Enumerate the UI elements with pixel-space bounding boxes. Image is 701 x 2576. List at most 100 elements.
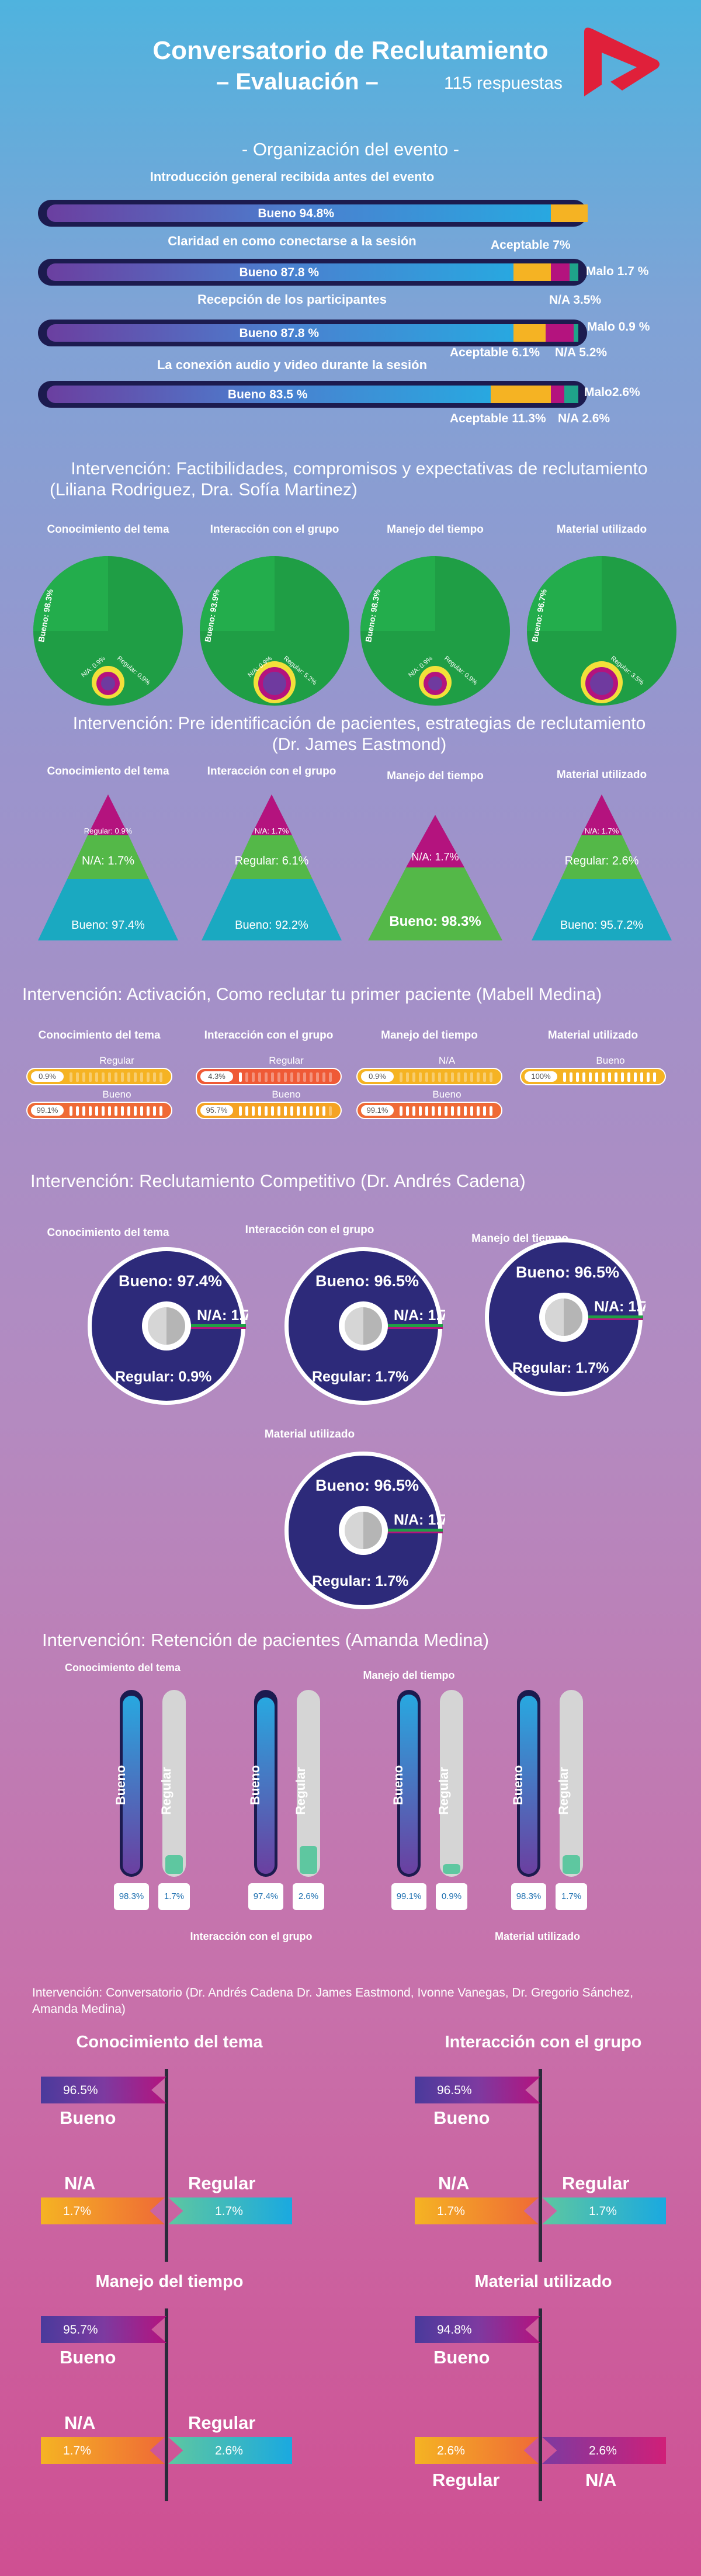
int3-pill-tick bbox=[271, 1072, 274, 1082]
int2-speakers: (Dr. James Eastmond) bbox=[272, 735, 447, 754]
disc-regular-line bbox=[190, 1327, 246, 1329]
pyramid-mid-label: Regular: 6.1% bbox=[235, 855, 309, 867]
int3-pill-tick bbox=[89, 1106, 92, 1116]
int5-bueno-fill bbox=[123, 1696, 140, 1874]
int3-pill-value: 0.9% bbox=[361, 1071, 394, 1082]
int5-regular-fill bbox=[300, 1845, 317, 1874]
int6-pole bbox=[539, 2308, 542, 2501]
org-bar-segment bbox=[513, 324, 546, 342]
pyramid-bottom-label: Bueno: 98.3% bbox=[389, 914, 481, 929]
int6-bueno-value: 96.5% bbox=[437, 2084, 472, 2097]
int5-chart-label: Manejo del tiempo bbox=[363, 1669, 455, 1681]
int5-bueno-cat: Bueno bbox=[511, 1765, 525, 1806]
int3-pill-tick bbox=[153, 1106, 156, 1116]
int2-chart-label: Material utilizado bbox=[556, 769, 647, 781]
int5-regular-fill bbox=[165, 1855, 183, 1874]
disc-na-label: N/A: 1.7% bbox=[394, 1307, 445, 1324]
int3-pill-tick bbox=[464, 1106, 467, 1116]
int3-pill-tick bbox=[114, 1072, 117, 1082]
int3-pill-tick bbox=[470, 1072, 473, 1082]
pyramid-bottom-label: Bueno: 97.4% bbox=[71, 919, 145, 932]
int1-pie: Bueno: 98.3%N/A: 0.9% Regular: 0.9% bbox=[360, 556, 510, 706]
int1-speakers: (Liliana Rodriguez, Dra. Sofía Martinez) bbox=[50, 480, 358, 499]
int5-bueno-fill bbox=[520, 1696, 537, 1874]
int3-pill-tick bbox=[265, 1072, 268, 1082]
int4-chart-label: Interacción con el grupo bbox=[245, 1224, 374, 1236]
pie-center bbox=[101, 676, 115, 690]
disc-regular-label: Regular: 1.7% bbox=[512, 1360, 609, 1376]
org-bar-segment bbox=[564, 386, 578, 403]
int6-bueno-value: 94.8% bbox=[437, 2323, 472, 2337]
int3-pill-tick bbox=[297, 1106, 300, 1116]
int5-bueno-tube bbox=[120, 1690, 143, 1877]
disc-regular-line bbox=[387, 1532, 443, 1533]
org-side-label: Aceptable 11.3% bbox=[450, 412, 546, 425]
pie-shade bbox=[360, 556, 435, 631]
int3-pill-tick bbox=[108, 1106, 111, 1116]
int3-pill-tick bbox=[245, 1072, 248, 1082]
int3-pill-tick bbox=[595, 1072, 598, 1082]
int3-pill-tick bbox=[271, 1106, 274, 1116]
pie-center bbox=[263, 672, 286, 695]
int3-pill-tick bbox=[290, 1106, 293, 1116]
int3-pill-tick bbox=[477, 1072, 480, 1082]
int5-regular-cat: Regular bbox=[293, 1767, 308, 1815]
int3-pill-tick bbox=[310, 1072, 313, 1082]
org-bar-segment bbox=[550, 263, 570, 281]
int6-na-value: 2.6% bbox=[589, 2444, 617, 2457]
int3-title: Intervención: Activación, Como reclutar … bbox=[22, 985, 602, 1004]
int3-pill-tick bbox=[297, 1072, 300, 1082]
int5-bueno-value: 97.4% bbox=[248, 1883, 283, 1910]
int3-pill-tick bbox=[451, 1106, 454, 1116]
int2-chart-label: Interacción con el grupo bbox=[207, 765, 336, 777]
pie-center bbox=[590, 672, 613, 695]
disc-regular-label: Regular: 1.7% bbox=[312, 1573, 408, 1589]
int3-pill-value: 0.9% bbox=[31, 1071, 64, 1082]
int3-pill-tick bbox=[290, 1072, 293, 1082]
org-bar-track: Bueno 87.8 % bbox=[38, 320, 587, 346]
pyramid-mid-label: Regular: 2.6% bbox=[565, 855, 639, 867]
int5-bueno-value: 98.3% bbox=[511, 1883, 546, 1910]
int3-pill-tick bbox=[570, 1072, 572, 1082]
org-bar-segment bbox=[490, 386, 551, 403]
int3-pill-tick bbox=[140, 1106, 143, 1116]
disc-hub-shade bbox=[345, 1307, 363, 1345]
int5-bueno-tube bbox=[397, 1690, 421, 1877]
int5-regular-cat: Regular bbox=[159, 1767, 173, 1815]
int3-pill-tick bbox=[634, 1072, 637, 1082]
pyramid-mid bbox=[561, 835, 643, 879]
int6-bueno-value: 96.5% bbox=[63, 2084, 98, 2097]
int6-na-word: N/A bbox=[64, 2173, 96, 2193]
pyramid-mid-label: N/A: 1.7% bbox=[82, 855, 134, 867]
int3-pill: 4.3% bbox=[196, 1068, 342, 1085]
int3-pill-tick bbox=[627, 1072, 630, 1082]
pyramid-top-label: N/A: 1.7% bbox=[255, 827, 289, 835]
int1-chart-label: Material utilizado bbox=[556, 523, 647, 536]
int3-pill-tick bbox=[121, 1106, 124, 1116]
int3-pill-tick bbox=[490, 1106, 492, 1116]
disc-na-line bbox=[387, 1324, 443, 1327]
int5-bueno-cat: Bueno bbox=[113, 1765, 128, 1806]
int3-pill-tick bbox=[640, 1072, 643, 1082]
int4-chart-label: Material utilizado bbox=[264, 1428, 355, 1440]
org-side-label: N/A 3.5% bbox=[549, 293, 602, 307]
int2-pyramid: N/A: 1.7% Regular: 2.6% Bueno: 95.7.2% bbox=[532, 794, 672, 940]
org-side-label: Aceptable 6.1% bbox=[450, 346, 540, 359]
int3-pill-tick bbox=[425, 1072, 428, 1082]
int5-bueno-value: 99.1% bbox=[391, 1883, 426, 1910]
int3-pill-tick bbox=[602, 1072, 605, 1082]
int4-disc: Bueno: 97.4% N/A: 1.7% Regular: 0.9% bbox=[88, 1247, 248, 1405]
int3-pill-tick bbox=[102, 1072, 105, 1082]
int3-pill-tick bbox=[464, 1072, 467, 1082]
int3-pill-tick bbox=[412, 1072, 415, 1082]
int3-chart-label: Conocimiento del tema bbox=[38, 1029, 161, 1041]
int3-pill-tick bbox=[95, 1106, 98, 1116]
int3-pill: 100% bbox=[520, 1068, 666, 1085]
int3-pill-tick bbox=[406, 1072, 409, 1082]
int6-na-flag: 2.6% bbox=[542, 2437, 666, 2464]
int6-chart-label: Conocimiento del tema bbox=[76, 2033, 263, 2051]
org-bar-bueno bbox=[47, 324, 513, 342]
int5-regular-cat: Regular bbox=[556, 1767, 571, 1815]
int3-pill-tick bbox=[419, 1106, 422, 1116]
int3-pill-tick bbox=[621, 1072, 624, 1082]
